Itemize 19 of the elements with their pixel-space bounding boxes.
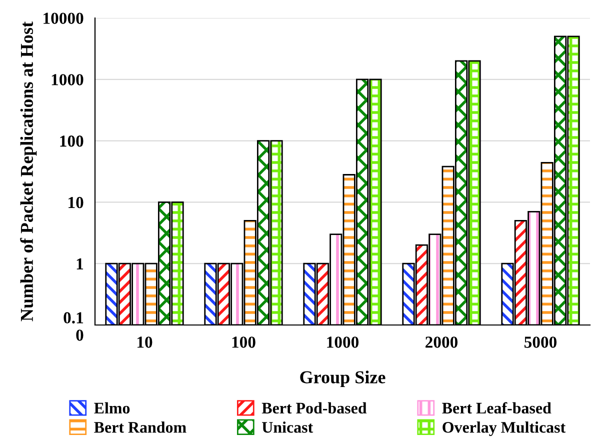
legend-label: Overlay Multicast	[442, 422, 566, 436]
y-tick-label: 1	[76, 258, 84, 270]
y-tick-label: 10000	[44, 12, 84, 24]
legend-label: Bert Random	[94, 422, 186, 433]
x-tick-label: 5000	[524, 336, 557, 348]
y-tick-label: 1000	[52, 74, 84, 86]
x-tick-label: 2000	[426, 336, 458, 348]
y-axis-title: Number of Packet Replications at Host	[20, 22, 37, 322]
y-tick-label: 10	[68, 196, 84, 208]
legend-label: Elmo	[94, 402, 130, 414]
y-tick-label: 100	[60, 136, 84, 147]
x-tick-label: 10	[138, 336, 152, 348]
legend-label: Unicast	[262, 422, 314, 433]
y-tick-label: 0.1 0	[64, 312, 84, 341]
legend-label: Bert Pod-based	[262, 402, 367, 414]
x-tick-label: 100	[232, 336, 256, 348]
x-axis-title: Group Size	[300, 370, 386, 388]
x-tick-label: 1000	[327, 336, 359, 348]
legend-label: Bert Leaf-based	[442, 402, 552, 414]
